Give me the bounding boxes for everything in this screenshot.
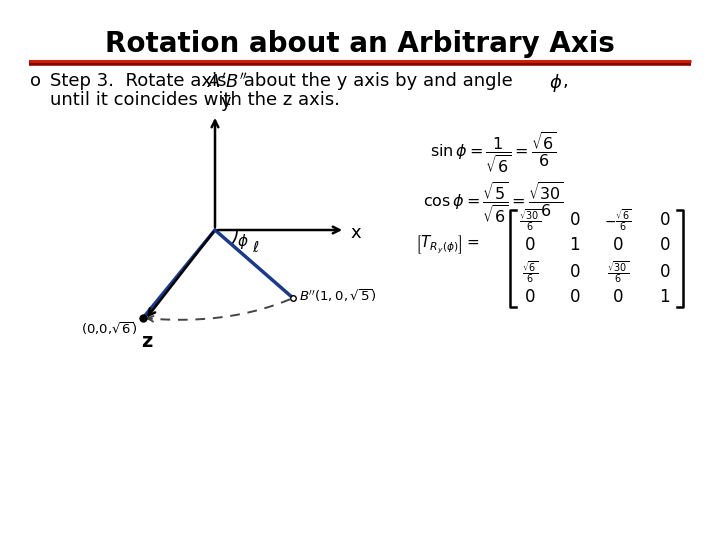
Text: $\ell$: $\ell$ (252, 240, 260, 254)
Text: $0$: $0$ (524, 236, 536, 254)
Text: $0$: $0$ (612, 236, 624, 254)
Text: y: y (221, 93, 232, 111)
Text: $-\frac{\sqrt{6}}{6}$: $-\frac{\sqrt{6}}{6}$ (604, 207, 632, 233)
Text: about the y axis by and angle: about the y axis by and angle (238, 72, 518, 90)
Text: $0$: $0$ (570, 288, 581, 306)
Text: $\phi$: $\phi$ (237, 232, 248, 251)
Text: $\frac{\sqrt{30}}{6}$: $\frac{\sqrt{30}}{6}$ (519, 207, 541, 233)
Text: Rotation about an Arbitrary Axis: Rotation about an Arbitrary Axis (105, 30, 615, 58)
Text: x: x (350, 224, 361, 242)
Text: $0$: $0$ (524, 288, 536, 306)
Text: Step 3.  Rotate axis: Step 3. Rotate axis (50, 72, 233, 90)
Text: $0$: $0$ (660, 263, 671, 281)
Text: $\frac{\sqrt{30}}{6}$: $\frac{\sqrt{30}}{6}$ (607, 259, 629, 285)
Text: o: o (30, 72, 41, 90)
Text: $1$: $1$ (660, 288, 670, 306)
Text: $\frac{\sqrt{6}}{6}$: $\frac{\sqrt{6}}{6}$ (522, 259, 538, 285)
Text: ,: , (563, 72, 569, 90)
Text: until it coincides with the z axis.: until it coincides with the z axis. (50, 91, 340, 109)
Text: $B''(1,0,\sqrt{5})$: $B''(1,0,\sqrt{5})$ (299, 288, 376, 305)
Text: $\sin\phi=\dfrac{1}{\sqrt{6}}=\dfrac{\sqrt{6}}{6}$: $\sin\phi=\dfrac{1}{\sqrt{6}}=\dfrac{\sq… (430, 130, 557, 175)
Text: (0,0,$\sqrt{6}$): (0,0,$\sqrt{6}$) (81, 320, 138, 337)
Text: $0$: $0$ (570, 263, 581, 281)
Text: $0$: $0$ (612, 288, 624, 306)
Text: $0$: $0$ (660, 211, 671, 229)
Text: $1$: $1$ (570, 236, 580, 254)
Text: $\left[T_{R_y(\phi)}\right]=$: $\left[T_{R_y(\phi)}\right]=$ (415, 234, 480, 256)
Text: $0$: $0$ (660, 236, 671, 254)
Text: z: z (141, 332, 153, 351)
Text: $A'B''$: $A'B''$ (207, 72, 248, 91)
Text: $\phi$: $\phi$ (549, 72, 562, 94)
Text: $0$: $0$ (570, 211, 581, 229)
Text: $\cos\phi=\dfrac{\sqrt{5}}{\sqrt{6}}=\dfrac{\sqrt{30}}{6}$: $\cos\phi=\dfrac{\sqrt{5}}{\sqrt{6}}=\df… (423, 180, 564, 225)
